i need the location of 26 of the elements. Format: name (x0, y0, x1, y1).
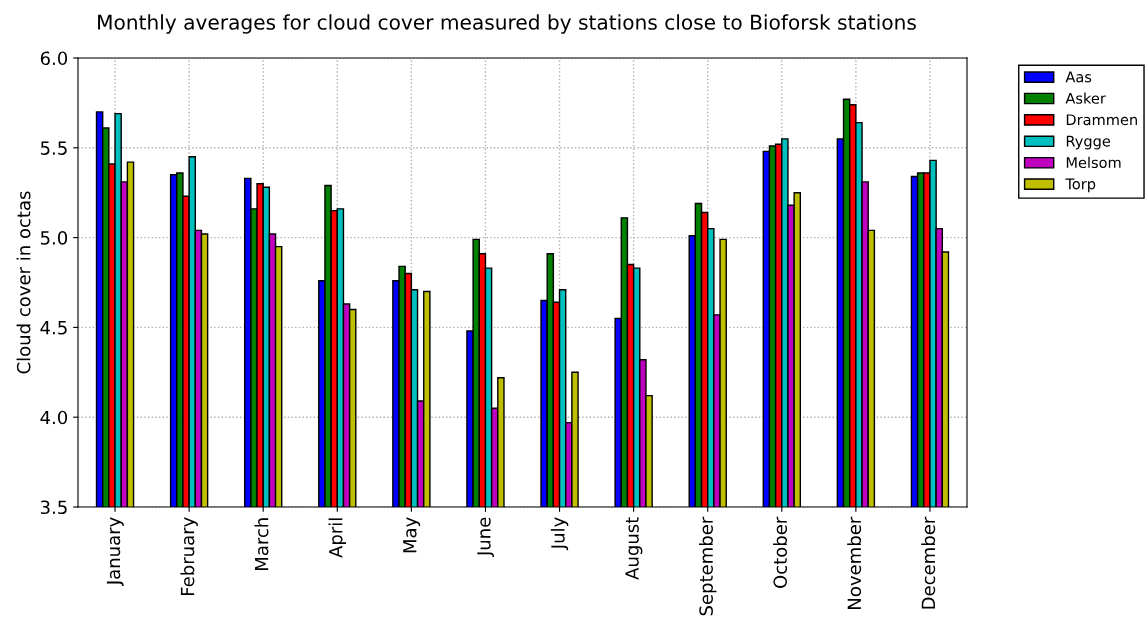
legend-label: Aas (1065, 71, 1092, 83)
y-tick-label: 3.5 (40, 500, 67, 515)
x-tick-label: March (254, 518, 269, 570)
legend-label: Torp (1065, 178, 1096, 193)
x-tick-label: September (698, 516, 717, 616)
x-tick-label: February (180, 517, 198, 595)
legend-label: Rygge (1066, 135, 1111, 150)
y-tick-label: 6.0 (40, 51, 68, 66)
chart-title: Monthly averages for cloud cover measured by stations close to Bioforsk stations (98, 14, 916, 34)
x-tick-label: May (403, 517, 421, 553)
legend-label: Asker (1065, 92, 1106, 104)
y-tick-label: 5.0 (40, 231, 68, 245)
y-axis-title: Cloud cover in octas (16, 191, 31, 374)
x-tick-label: January (106, 517, 124, 587)
legend-label: Drammen (1066, 114, 1137, 126)
x-tick-label: April (328, 518, 347, 558)
x-tick-label: August (625, 517, 643, 580)
x-tick-label: July (550, 517, 569, 551)
x-tick-label: October (773, 516, 788, 588)
y-tick-label: 5.5 (40, 141, 67, 155)
y-tick-label: 4.0 (40, 410, 68, 425)
y-tick-label: 4.5 (40, 321, 67, 335)
x-tick-label: June (477, 517, 495, 557)
x-tick-label: November (847, 516, 862, 609)
legend-label: Melsom (1066, 156, 1121, 169)
x-tick-label: December (921, 516, 936, 609)
